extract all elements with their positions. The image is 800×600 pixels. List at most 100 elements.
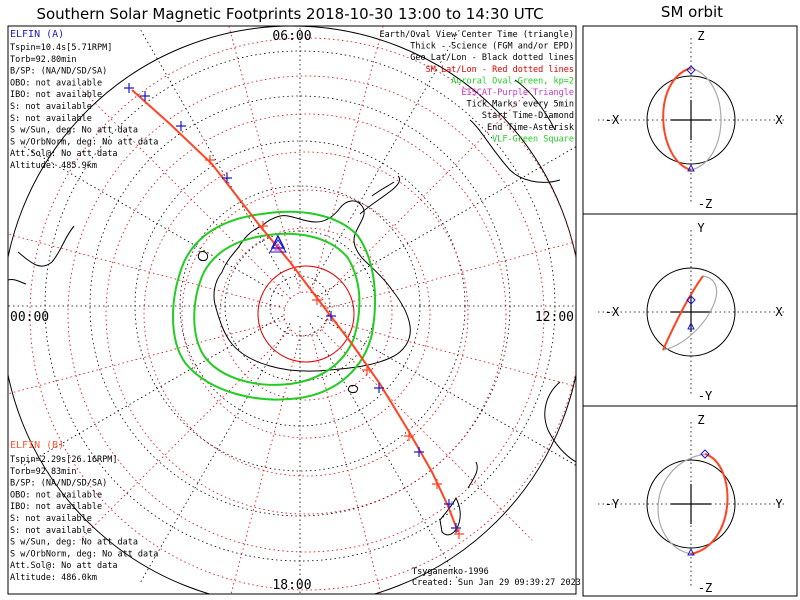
start-diamond [686, 295, 696, 305]
sm-lat-circle [29, 37, 576, 591]
geo-lon-line [139, 28, 291, 289]
orbit-axis-label-bottom: -Z [698, 197, 712, 211]
view-center-triangle-2 [269, 239, 287, 253]
orbit-path-a [662, 275, 718, 351]
elfin-b-name: ELFIN (B) [10, 440, 64, 451]
mlt-label-left: 00:00 [10, 310, 49, 325]
islands [197, 251, 359, 393]
legend-item: VLF-Green Square [492, 134, 574, 144]
legend: Earth/Oval View Center Time (triangle) Th… [380, 30, 574, 144]
legend-item: Thick - Science (FGM and/or EPD) [410, 42, 574, 52]
orbit-axis-label-left: -X [605, 113, 620, 127]
orbit-panel: Z -Z -X X [598, 29, 784, 211]
orbit-axis-label-left: -X [605, 305, 620, 319]
auroral-oval-outer [172, 210, 376, 401]
elfin-a-info-line: OBO: not available [10, 78, 102, 88]
sm-lat-circle [143, 151, 469, 477]
view-triangle [687, 321, 695, 330]
sm-lon-line [8, 233, 285, 309]
sm-lat-circle [219, 227, 393, 401]
legend-item: SM Lat/Lon - Red dotted lines [426, 65, 574, 75]
sm-lon-line [321, 87, 533, 299]
elfin-b-info-line: B/SP: (NA/ND/SD/SA) [10, 479, 107, 489]
sm-lon-lines [8, 26, 576, 594]
start-diamond [686, 65, 696, 75]
elfin-b-info-line: IBO: not available [10, 502, 102, 512]
sm-inner-circle [257, 265, 355, 363]
orbit-path-a [690, 67, 722, 171]
elfin-b-info-line: S: not available [10, 514, 92, 524]
orbit-title: SM orbit [661, 3, 723, 21]
geo-lon-line [317, 315, 576, 466]
orbit-panels-frame [582, 25, 798, 597]
elfin-a-info-line: Att.Sol@: No att data [10, 149, 117, 159]
elfin-a-info-line: S: not available [10, 102, 92, 112]
orbit-path-a [657, 453, 706, 555]
elfin-a-info-line: Tspin=10.4s[5.71RPM] [10, 43, 112, 53]
orbit-path-b [662, 67, 692, 171]
sm-lat-circle [283, 291, 329, 337]
sm-lat-circle [67, 75, 545, 553]
orbit-panel: Y -Y -X X [598, 221, 784, 403]
sm-lon-line [327, 319, 576, 387]
orbit-axis-label-bottom: -Y [698, 389, 713, 403]
orbit-panel: Z -Z -Y Y [598, 413, 784, 595]
orbit-axis-label-bottom: -Z [698, 581, 712, 595]
eiscat-triangle [274, 242, 282, 251]
figure-title: Southern Solar Magnetic Footprints 2018-… [36, 5, 543, 23]
elfin-a-info: ELFIN (A) Tspin=10.4s[5.71RPM] Torb=92.80… [10, 29, 158, 171]
elfin-b-info-line: Att.Sol@: No att data [10, 561, 117, 571]
footprint-track-b [131, 89, 459, 533]
geo-lon-line [22, 315, 283, 467]
sm-lon-line [321, 329, 533, 541]
earth-circle [646, 267, 736, 357]
geo-lon-line [309, 323, 461, 584]
south-america-coast [469, 79, 561, 183]
sm-lon-line [230, 335, 301, 594]
elfin-a-info-line: Altitude: 485.9km [10, 161, 97, 171]
elfin-a-info-line: S w/OrbNorm, deg: No att data [10, 137, 158, 147]
elfin-a-name: ELFIN (A) [10, 29, 64, 40]
orbit-axis-label-right: X [775, 113, 783, 127]
elfin-b-info-line: Tspin=2.29s[26.16RPM] [10, 455, 117, 465]
elfin-b-info-line: Torb=92.83min [10, 467, 77, 477]
orbit-path-b [690, 453, 729, 555]
elfin-a-info-line: Torb=92.80min [10, 55, 77, 65]
elfin-b-info-line: S: not available [10, 526, 92, 536]
sm-lon-line [228, 26, 301, 293]
elfin-b-info-line: Altitude: 486.0km [10, 573, 97, 583]
elfin-b-info-line: OBO: not available [10, 490, 102, 500]
sm-lat-circle [181, 189, 431, 439]
elfin-a-info-line: S: not available [10, 114, 92, 124]
view-center-triangle [270, 234, 286, 249]
elfin-b-info-line: S w/Sun, deg: No att data [10, 538, 138, 548]
start-diamond [700, 449, 710, 459]
model-credit: Tsyganenko-1996 [412, 567, 489, 577]
mlt-label-right: 12:00 [535, 310, 574, 325]
africa-coast [8, 225, 75, 285]
elfin-a-info-line: S w/Sun, deg: No att data [10, 126, 138, 136]
track-a-ticks [124, 83, 461, 533]
mlt-label-bottom: 18:00 [272, 578, 311, 593]
auroral-oval-inner [193, 232, 361, 386]
legend-item: Start Time-Diamond [482, 111, 574, 121]
sm-lon-line [327, 241, 576, 309]
legend-item: End Time-Asterisk [487, 123, 574, 133]
legend-item: Tick Marks every 5min [467, 100, 574, 110]
orbit-axis-label-top: Y [697, 221, 705, 235]
elfin-a-info-line: IBO: not available [10, 90, 102, 100]
sm-lon-line [8, 319, 285, 395]
legend-item: Earth/Oval View Center Time (triangle) [380, 30, 574, 40]
mlt-label-top: 06:00 [272, 29, 311, 44]
track-b-ticks [205, 155, 464, 539]
orbit-axis-label-top: Z [697, 29, 704, 43]
legend-item: Geo Lat/Lon - Black dotted lines [410, 53, 574, 63]
new-zealand-coast [439, 461, 478, 536]
geo-lon-line [22, 145, 283, 297]
orbit-axis-label-left: -Y [605, 497, 620, 511]
antarctic-peninsula [359, 175, 401, 215]
antarctica-coastline [213, 200, 411, 372]
elfin-a-info-line: B/SP: (NA/ND/SD/SA) [10, 67, 107, 77]
australia-coast [544, 381, 576, 463]
